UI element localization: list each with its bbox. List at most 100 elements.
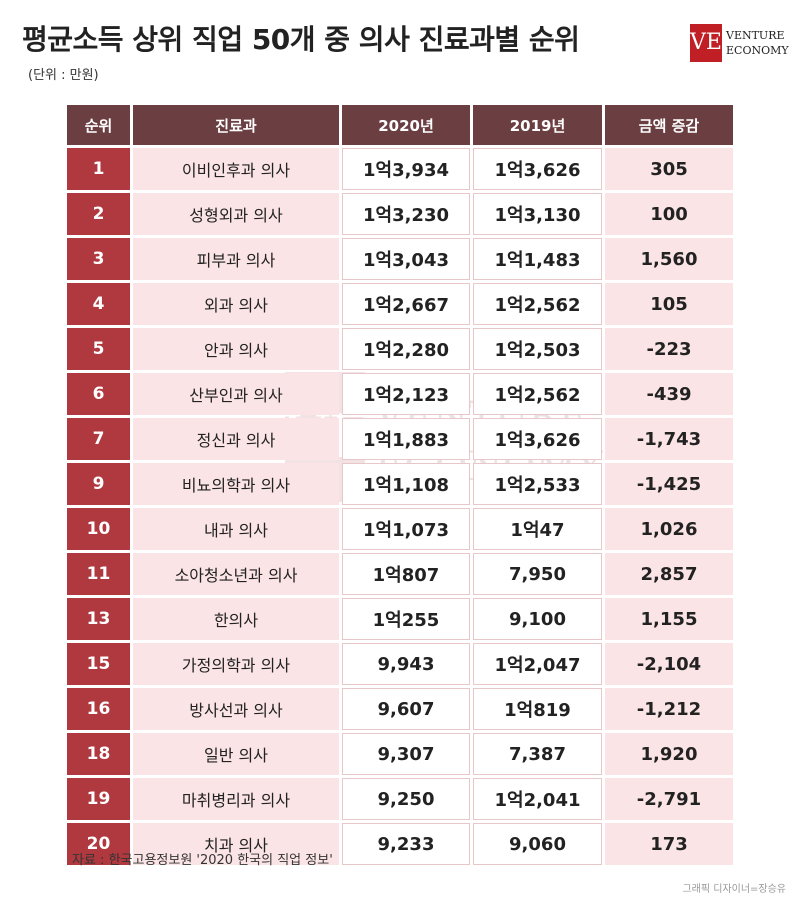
table-row: 5 안과 의사 1억2,280 1억2,503 -223 [67,328,733,370]
value-2019-cell: 1억3,130 [473,193,602,235]
table-header-row: 순위 진료과 2020년 2019년 금액 증감 [67,105,733,145]
value-2019-cell: 1억3,626 [473,148,602,190]
table-row: 3 피부과 의사 1억3,043 1억1,483 1,560 [67,238,733,280]
diff-cell: 173 [605,823,733,865]
value-2019-cell: 1억2,041 [473,778,602,820]
table-row: 9 비뇨의학과 의사 1억1,108 1억2,533 -1,425 [67,463,733,505]
value-2019-cell: 1억819 [473,688,602,730]
diff-cell: -2,104 [605,643,733,685]
table-row: 20 치과 의사 9,233 9,060 173 [67,823,733,865]
value-2020-cell: 1억2,280 [342,328,470,370]
rank-cell: 16 [67,688,130,730]
value-2020-cell: 1억3,043 [342,238,470,280]
value-2020-cell: 9,607 [342,688,470,730]
value-2020-cell: 9,250 [342,778,470,820]
dept-cell: 마취병리과 의사 [133,778,339,820]
header-dept: 진료과 [133,105,339,145]
dept-cell: 성형외과 의사 [133,193,339,235]
page-title: 평균소득 상위 직업 50개 중 의사 진료과별 순위 [22,23,580,56]
table-row: 11 소아청소년과 의사 1억807 7,950 2,857 [67,553,733,595]
ranking-table: 순위 진료과 2020년 2019년 금액 증감 1 이비인후과 의사 1억3,93… [64,102,736,868]
dept-cell: 가정의학과 의사 [133,643,339,685]
diff-cell: -2,791 [605,778,733,820]
table-row: 4 외과 의사 1억2,667 1억2,562 105 [67,283,733,325]
dept-cell: 내과 의사 [133,508,339,550]
table-row: 7 정신과 의사 1억1,883 1억3,626 -1,743 [67,418,733,460]
rank-cell: 10 [67,508,130,550]
value-2020-cell: 1억255 [342,598,470,640]
value-2020-cell: 1억1,108 [342,463,470,505]
logo-mark: VE [690,24,722,62]
value-2019-cell: 1억2,562 [473,283,602,325]
diff-cell: 1,560 [605,238,733,280]
dept-cell: 한의사 [133,598,339,640]
rank-cell: 4 [67,283,130,325]
value-2020-cell: 1억807 [342,553,470,595]
diff-cell: 305 [605,148,733,190]
designer-credit: 그래픽 디자이너=장승유 [682,884,786,895]
dept-cell: 방사선과 의사 [133,688,339,730]
diff-cell: -1,212 [605,688,733,730]
rank-cell: 9 [67,463,130,505]
value-2020-cell: 1억2,123 [342,373,470,415]
dept-cell: 산부인과 의사 [133,373,339,415]
value-2019-cell: 9,060 [473,823,602,865]
dept-cell: 이비인후과 의사 [133,148,339,190]
table-row: 1 이비인후과 의사 1억3,934 1억3,626 305 [67,148,733,190]
diff-cell: 1,155 [605,598,733,640]
diff-cell: 1,920 [605,733,733,775]
value-2019-cell: 1억2,562 [473,373,602,415]
header-2020: 2020년 [342,105,470,145]
rank-cell: 19 [67,778,130,820]
value-2019-cell: 1억2,503 [473,328,602,370]
rank-cell: 20 [67,823,130,865]
value-2020-cell: 1억3,230 [342,193,470,235]
value-2019-cell: 7,950 [473,553,602,595]
rank-cell: 18 [67,733,130,775]
rank-cell: 2 [67,193,130,235]
rank-cell: 6 [67,373,130,415]
value-2020-cell: 1억1,883 [342,418,470,460]
rank-cell: 5 [67,328,130,370]
table-row: 13 한의사 1억255 9,100 1,155 [67,598,733,640]
unit-label: (단위 : 만원) [28,68,99,83]
dept-cell: 피부과 의사 [133,238,339,280]
logo-wordmark: VENTURE ECONOMY [726,28,789,58]
value-2019-cell: 1억1,483 [473,238,602,280]
table-row: 10 내과 의사 1억1,073 1억47 1,026 [67,508,733,550]
dept-cell: 안과 의사 [133,328,339,370]
diff-cell: 105 [605,283,733,325]
diff-cell: 2,857 [605,553,733,595]
value-2019-cell: 1억2,047 [473,643,602,685]
table-row: 2 성형외과 의사 1억3,230 1억3,130 100 [67,193,733,235]
value-2020-cell: 1억3,934 [342,148,470,190]
table-row: 19 마취병리과 의사 9,250 1억2,041 -2,791 [67,778,733,820]
diff-cell: -223 [605,328,733,370]
value-2020-cell: 9,943 [342,643,470,685]
dept-cell: 소아청소년과 의사 [133,553,339,595]
rank-cell: 7 [67,418,130,460]
header-rank: 순위 [67,105,130,145]
dept-cell: 치과 의사 [133,823,339,865]
value-2020-cell: 1억2,667 [342,283,470,325]
rank-cell: 13 [67,598,130,640]
dept-cell: 비뇨의학과 의사 [133,463,339,505]
dept-cell: 외과 의사 [133,283,339,325]
rank-cell: 3 [67,238,130,280]
diff-cell: 1,026 [605,508,733,550]
source-note: 자료 : 한국고용정보원 '2020 한국의 직업 정보' [72,853,333,868]
rank-cell: 11 [67,553,130,595]
value-2019-cell: 1억47 [473,508,602,550]
table-row: 15 가정의학과 의사 9,943 1억2,047 -2,104 [67,643,733,685]
table-body: 1 이비인후과 의사 1억3,934 1억3,626 305 2 성형외과 의사 1억3,23… [67,148,733,865]
diff-cell: -1,743 [605,418,733,460]
dept-cell: 정신과 의사 [133,418,339,460]
logo-line-1: VENTURE [726,29,785,42]
rank-cell: 15 [67,643,130,685]
value-2019-cell: 1억3,626 [473,418,602,460]
value-2019-cell: 9,100 [473,598,602,640]
diff-cell: -439 [605,373,733,415]
value-2020-cell: 1억1,073 [342,508,470,550]
rank-cell: 1 [67,148,130,190]
table-row: 6 산부인과 의사 1억2,123 1억2,562 -439 [67,373,733,415]
